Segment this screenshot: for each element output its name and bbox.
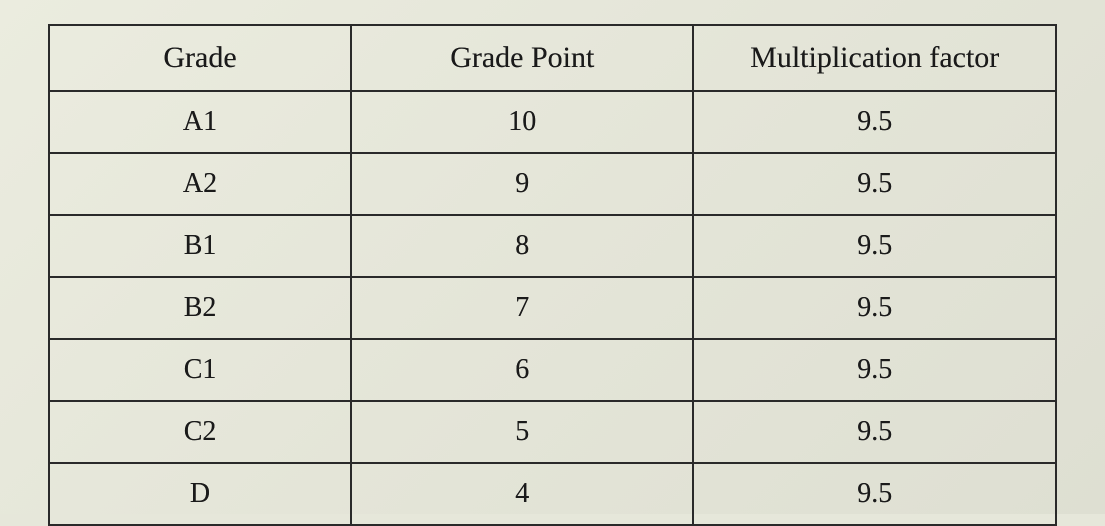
- cell-point: 8: [351, 215, 693, 277]
- cell-point: 4: [351, 463, 693, 525]
- table-row: B2 7 9.5: [49, 277, 1056, 339]
- cell-factor: 9.5: [693, 91, 1056, 153]
- table-row: C2 5 9.5: [49, 401, 1056, 463]
- cell-factor: 9.5: [693, 401, 1056, 463]
- table-row: A1 10 9.5: [49, 91, 1056, 153]
- cell-grade: A2: [49, 153, 351, 215]
- cell-point: 10: [351, 91, 693, 153]
- cell-point: 5: [351, 401, 693, 463]
- grade-point-table: Grade Grade Point Multiplication factor …: [48, 24, 1057, 526]
- cell-grade: B2: [49, 277, 351, 339]
- cell-grade: A1: [49, 91, 351, 153]
- col-header-grade: Grade: [49, 25, 351, 91]
- cell-point: 9: [351, 153, 693, 215]
- cell-grade: C2: [49, 401, 351, 463]
- page-container: Grade Grade Point Multiplication factor …: [0, 0, 1105, 514]
- table-row: B1 8 9.5: [49, 215, 1056, 277]
- col-header-point: Grade Point: [351, 25, 693, 91]
- cell-factor: 9.5: [693, 463, 1056, 525]
- col-header-factor: Multiplication factor: [693, 25, 1056, 91]
- cell-factor: 9.5: [693, 215, 1056, 277]
- cell-grade: B1: [49, 215, 351, 277]
- cell-factor: 9.5: [693, 277, 1056, 339]
- cell-grade: D: [49, 463, 351, 525]
- cell-grade: C1: [49, 339, 351, 401]
- table-row: C1 6 9.5: [49, 339, 1056, 401]
- cell-factor: 9.5: [693, 339, 1056, 401]
- cell-point: 7: [351, 277, 693, 339]
- cell-point: 6: [351, 339, 693, 401]
- table-header-row: Grade Grade Point Multiplication factor: [49, 25, 1056, 91]
- table-row: A2 9 9.5: [49, 153, 1056, 215]
- table-row: D 4 9.5: [49, 463, 1056, 525]
- cell-factor: 9.5: [693, 153, 1056, 215]
